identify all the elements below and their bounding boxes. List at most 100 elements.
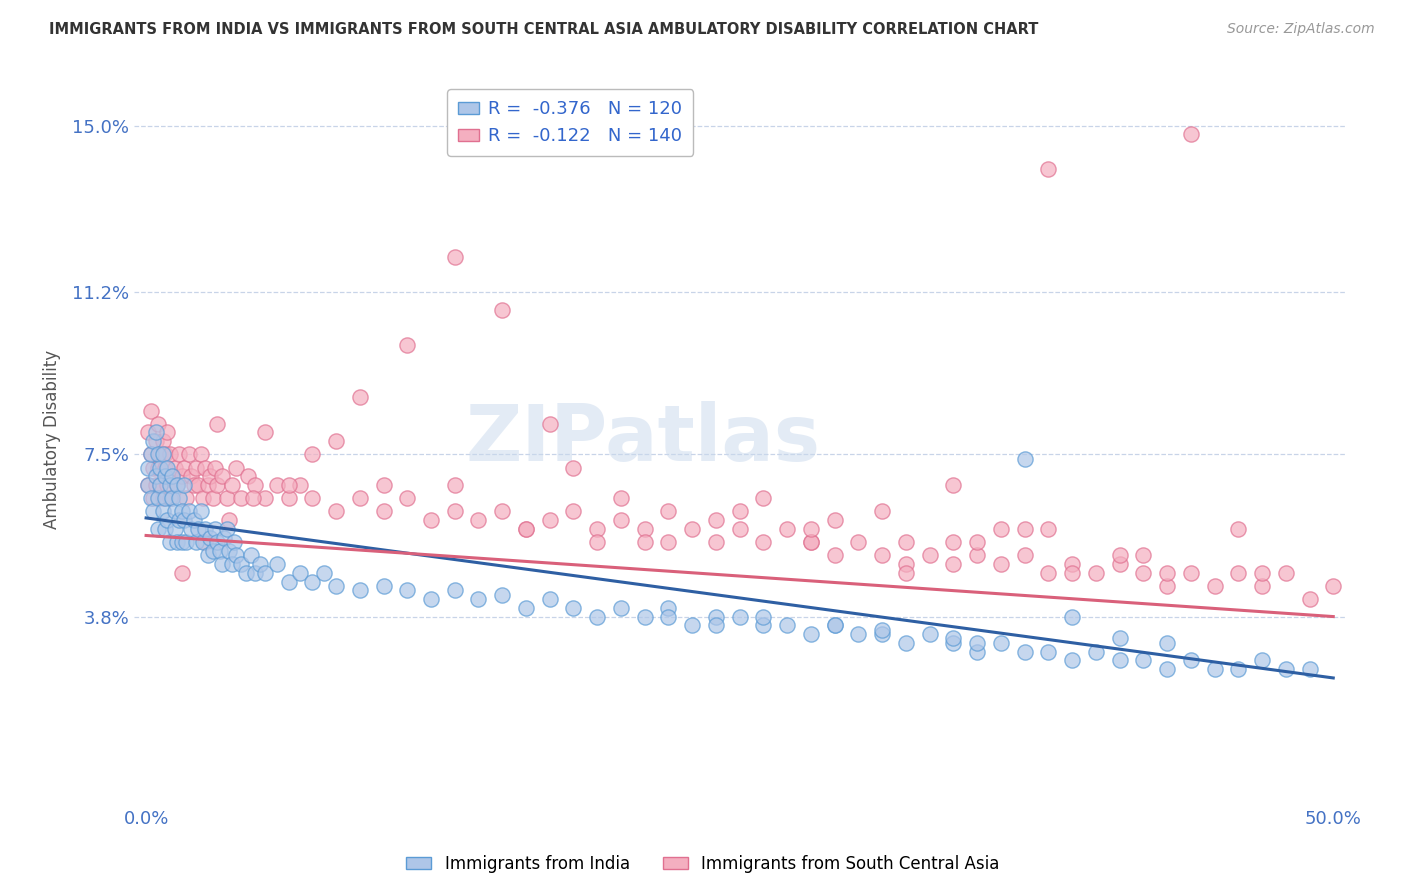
Point <box>266 478 288 492</box>
Point <box>277 478 299 492</box>
Point <box>160 469 183 483</box>
Point <box>657 600 679 615</box>
Point <box>1062 566 1084 580</box>
Point <box>704 618 727 632</box>
Point <box>634 609 657 624</box>
Point <box>207 535 229 549</box>
Point <box>180 522 202 536</box>
Point <box>1038 522 1060 536</box>
Point <box>197 478 219 492</box>
Point <box>373 504 395 518</box>
Point <box>146 460 169 475</box>
Point <box>201 491 224 506</box>
Point <box>373 478 395 492</box>
Point <box>229 557 252 571</box>
Point <box>159 491 181 506</box>
Point <box>942 535 965 549</box>
Point <box>1274 566 1296 580</box>
Point <box>1180 566 1202 580</box>
Point <box>1108 653 1130 667</box>
Point <box>166 478 188 492</box>
Point <box>325 434 347 449</box>
Point <box>918 627 941 641</box>
Point <box>198 531 221 545</box>
Point <box>138 425 160 440</box>
Point <box>800 627 823 641</box>
Point <box>180 469 202 483</box>
Point <box>966 645 988 659</box>
Point <box>325 504 347 518</box>
Point <box>169 513 191 527</box>
Point <box>139 491 162 506</box>
Point <box>238 469 260 483</box>
Point <box>153 469 176 483</box>
Point <box>467 592 489 607</box>
Point <box>396 338 419 352</box>
Point <box>824 513 846 527</box>
Point <box>191 535 214 549</box>
Point <box>239 548 262 562</box>
Point <box>153 522 176 536</box>
Point <box>657 535 679 549</box>
Point <box>870 504 893 518</box>
Point <box>245 478 267 492</box>
Point <box>1251 653 1274 667</box>
Point <box>800 535 823 549</box>
Legend: Immigrants from India, Immigrants from South Central Asia: Immigrants from India, Immigrants from S… <box>399 848 1007 880</box>
Point <box>190 447 212 461</box>
Point <box>163 460 186 475</box>
Point <box>728 504 751 518</box>
Point <box>170 566 193 580</box>
Text: Source: ZipAtlas.com: Source: ZipAtlas.com <box>1227 22 1375 37</box>
Point <box>396 491 419 506</box>
Point <box>1062 609 1084 624</box>
Point <box>142 460 165 475</box>
Point <box>184 460 207 475</box>
Text: IMMIGRANTS FROM INDIA VS IMMIGRANTS FROM SOUTH CENTRAL ASIA AMBULATORY DISABILIT: IMMIGRANTS FROM INDIA VS IMMIGRANTS FROM… <box>49 22 1039 37</box>
Point <box>169 491 191 506</box>
Point <box>253 491 276 506</box>
Text: ZIPatlas: ZIPatlas <box>465 401 820 477</box>
Point <box>198 469 221 483</box>
Point <box>942 632 965 646</box>
Point <box>146 447 169 461</box>
Point <box>218 544 240 558</box>
Point <box>657 609 679 624</box>
Point <box>176 535 198 549</box>
Point <box>204 522 226 536</box>
Point <box>1227 662 1250 676</box>
Point <box>1298 662 1320 676</box>
Point <box>1084 645 1107 659</box>
Point <box>752 618 775 632</box>
Point <box>728 522 751 536</box>
Point <box>145 469 167 483</box>
Point <box>160 491 183 506</box>
Point <box>301 574 323 589</box>
Point <box>194 460 217 475</box>
Point <box>586 609 609 624</box>
Point <box>491 588 513 602</box>
Point <box>177 504 200 518</box>
Point <box>139 447 162 461</box>
Point <box>142 504 165 518</box>
Point <box>491 302 513 317</box>
Point <box>183 513 205 527</box>
Point <box>201 544 224 558</box>
Point <box>1014 522 1036 536</box>
Point <box>145 434 167 449</box>
Point <box>824 618 846 632</box>
Point <box>160 469 183 483</box>
Point <box>187 478 209 492</box>
Point <box>301 447 323 461</box>
Point <box>824 548 846 562</box>
Point <box>966 548 988 562</box>
Point <box>1132 653 1154 667</box>
Point <box>776 522 799 536</box>
Point <box>245 566 267 580</box>
Point <box>681 522 703 536</box>
Point <box>1108 632 1130 646</box>
Point <box>187 522 209 536</box>
Point <box>139 447 162 461</box>
Point <box>207 417 229 431</box>
Point <box>610 600 633 615</box>
